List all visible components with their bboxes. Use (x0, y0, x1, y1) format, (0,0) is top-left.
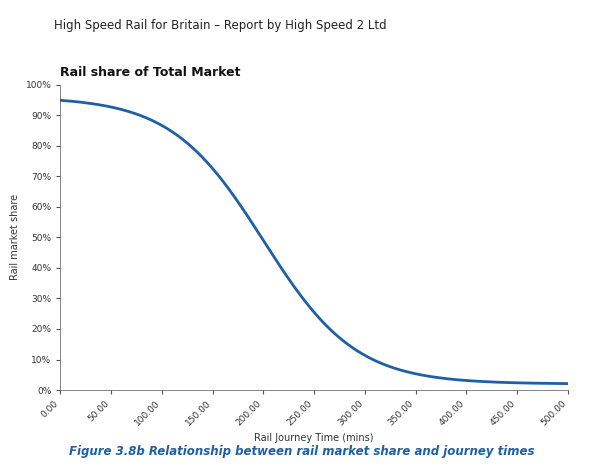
Y-axis label: Rail market share: Rail market share (10, 194, 20, 281)
X-axis label: Rail Journey Time (mins): Rail Journey Time (mins) (254, 433, 374, 443)
Text: Figure 3.8b Relationship between rail market share and journey times: Figure 3.8b Relationship between rail ma… (69, 445, 535, 458)
Text: High Speed Rail for Britain – Report by High Speed 2 Ltd: High Speed Rail for Britain – Report by … (54, 19, 387, 32)
Text: Rail share of Total Market: Rail share of Total Market (60, 66, 241, 79)
